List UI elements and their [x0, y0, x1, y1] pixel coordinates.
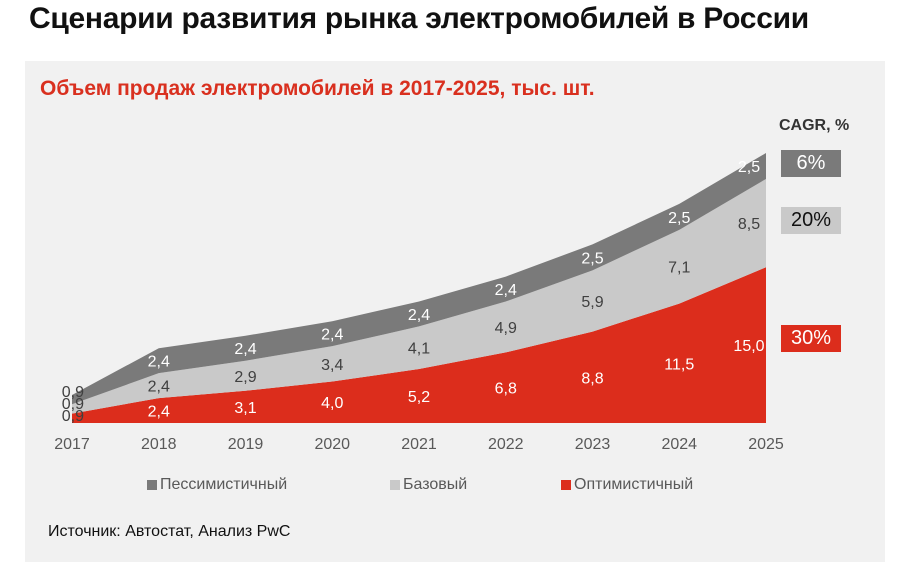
data-label-base: 0,9	[62, 396, 84, 413]
cagr-base-badge: 20%	[781, 207, 841, 234]
area-base	[72, 178, 766, 414]
data-label-optimistic: 3,1	[234, 400, 256, 417]
data-label-base: 5,9	[581, 294, 603, 311]
data-label-pessimistic: 2,4	[495, 282, 517, 299]
data-label-optimistic: 8,8	[581, 370, 603, 387]
data-label-pessimistic: 0,9	[62, 384, 84, 401]
cagr-pessimistic-badge: 6%	[781, 150, 841, 177]
x-tick-label: 2018	[141, 436, 177, 453]
chart-title: Объем продаж электромобилей в 2017-2025,…	[40, 77, 595, 100]
data-label-pessimistic: 2,5	[668, 210, 690, 227]
data-label-optimistic: 4,0	[321, 395, 343, 412]
data-label-base: 7,1	[668, 260, 690, 277]
data-label-pessimistic: 2,5	[581, 250, 603, 267]
data-label-pessimistic: 2,5	[738, 159, 760, 176]
x-tick-label: 2019	[228, 436, 264, 453]
data-label-base: 4,1	[408, 341, 430, 358]
cagr-heading: CAGR, %	[779, 117, 850, 134]
area-layer	[72, 153, 766, 423]
data-label-optimistic: 2,4	[148, 404, 170, 421]
data-label-optimistic: 15,0	[733, 338, 764, 355]
area-optimistic	[72, 267, 766, 423]
legend-swatch-optimistic	[561, 480, 571, 490]
data-label-pessimistic: 2,4	[148, 354, 170, 371]
x-tick-label: 2022	[488, 436, 524, 453]
data-label-pessimistic: 2,4	[321, 327, 343, 344]
data-label-optimistic: 0,9	[62, 408, 84, 425]
data-label-pessimistic: 2,4	[234, 341, 256, 358]
data-label-layer: 0,9 2,4 3,1 4,0 5,2 6,8 8,8 11,5 15,0 0,9 2,4 2,9 3,…	[62, 159, 765, 425]
data-label-optimistic: 5,2	[408, 389, 430, 406]
x-tick-label: 2020	[314, 436, 350, 453]
legend-label-optimistic: Оптимистичный	[574, 476, 694, 493]
legend-base: Базовый	[390, 476, 467, 494]
data-label-base: 2,4	[148, 379, 170, 396]
stacked-area-chart: 0,9 2,4 3,1 4,0 5,2 6,8 8,8 11,5 15,0 0,9 2,4 2,9 3,…	[54, 153, 784, 453]
legend-optimistic: Оптимистичный	[561, 476, 693, 494]
legend-label-base: Базовый	[403, 476, 468, 493]
data-label-optimistic: 11,5	[664, 356, 694, 373]
legend-swatch-pessimistic	[147, 480, 157, 490]
data-label-base: 4,9	[495, 320, 517, 337]
x-tick-label: 2021	[401, 436, 437, 453]
area-pessimistic	[72, 153, 766, 405]
data-label-optimistic: 6,8	[495, 381, 517, 398]
x-tick-label: 2023	[575, 436, 611, 453]
data-label-base: 8,5	[738, 216, 760, 233]
data-label-base: 2,9	[234, 369, 256, 386]
data-label-base: 3,4	[321, 357, 343, 374]
x-tick-label: 2025	[748, 436, 784, 453]
page-title: Сценарии развития рынка электромобилей в…	[29, 2, 809, 35]
source-note: Источник: Автостат, Анализ PwC	[48, 523, 291, 540]
legend-swatch-base	[390, 480, 400, 490]
chart-panel: Объем продаж электромобилей в 2017-2025,…	[25, 61, 885, 562]
legend-pessimistic: Пессимистичный	[147, 476, 287, 494]
legend-label-pessimistic: Пессимистичный	[160, 476, 288, 493]
x-tick-label: 2024	[661, 436, 697, 453]
cagr-optimistic-badge: 30%	[781, 325, 841, 352]
data-label-pessimistic: 2,4	[408, 307, 430, 324]
x-axis-ticks: 2017 2018 2019 2020 2021 2022 2023 2024 2025	[54, 436, 784, 453]
x-tick-label: 2017	[54, 436, 90, 453]
